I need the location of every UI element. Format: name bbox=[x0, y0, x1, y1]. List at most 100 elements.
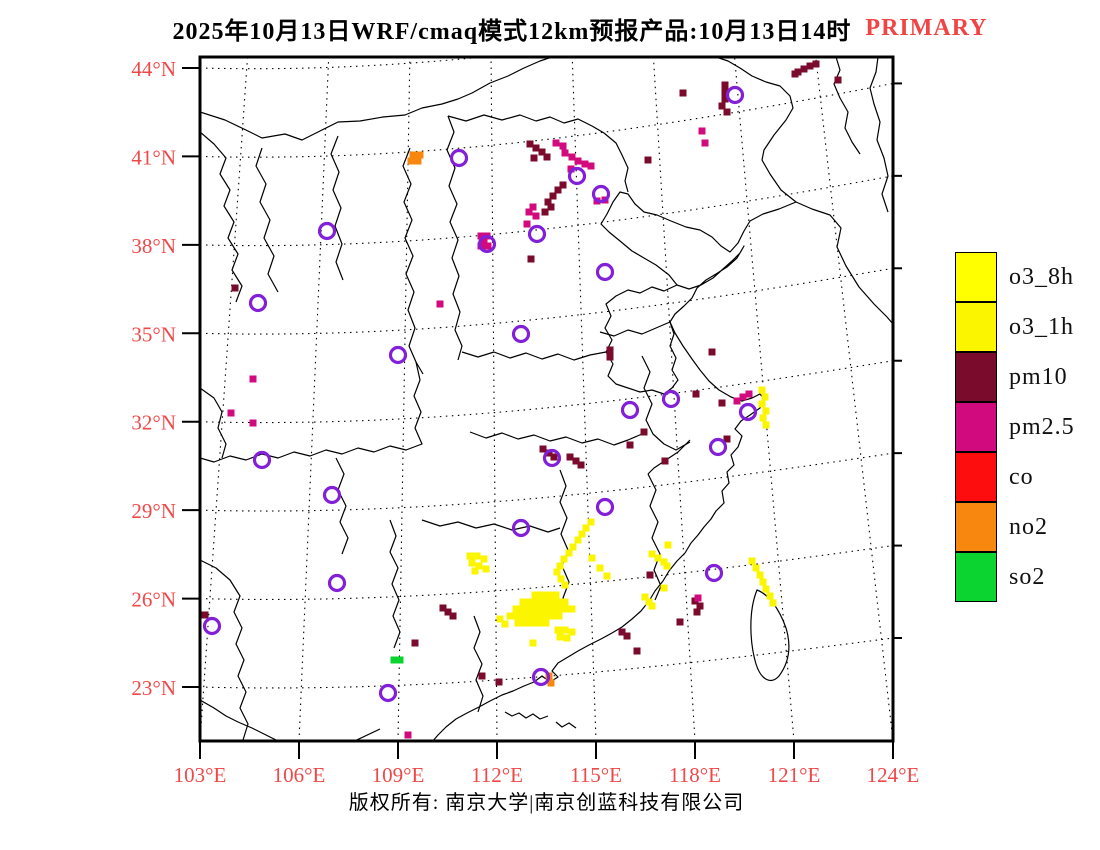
pollutant-cell-o3_1h bbox=[553, 568, 561, 576]
pollutant-cell-o3_1h bbox=[548, 612, 556, 620]
island-taiwan bbox=[750, 589, 790, 681]
station-marker bbox=[388, 345, 408, 365]
pollutant-cell-o3_1h bbox=[752, 564, 760, 572]
pollutant-cells-layer bbox=[201, 60, 842, 739]
station-marker bbox=[327, 573, 347, 593]
pollutant-cell-o3_1h bbox=[526, 598, 534, 606]
border-southwest bbox=[200, 559, 249, 741]
pollutant-cell-o3_1h bbox=[501, 620, 509, 628]
station-marker bbox=[738, 402, 758, 422]
pollutant-cell-pm10 bbox=[201, 611, 209, 619]
pollutant-cell-o3_1h bbox=[545, 591, 553, 599]
pollutant-cell-o3_1h bbox=[762, 585, 770, 593]
pollutant-cell-pm10 bbox=[554, 186, 562, 194]
axis-ticks: 44°N 41°N 38°N 35°N 32°N 29°N 26°N 23°N 103°E 106… bbox=[131, 57, 919, 787]
lat-tick-label: 23°N bbox=[131, 676, 176, 700]
station-marker bbox=[620, 400, 640, 420]
pollutant-cell-no2 bbox=[409, 151, 417, 159]
legend-label: o3_1h bbox=[1009, 313, 1074, 340]
pollutant-cell-o3_1h bbox=[534, 612, 542, 620]
border-nw1 bbox=[200, 131, 243, 303]
pollutant-cell-o3_1h bbox=[531, 591, 539, 599]
pollutant-cell-pm10 bbox=[623, 632, 631, 640]
border-guangxi-guangdong bbox=[473, 615, 484, 713]
pollutant-cell-o3_1h bbox=[561, 581, 569, 589]
pollutant-cell-pm10 bbox=[661, 457, 669, 465]
legend-label: co bbox=[1009, 463, 1034, 490]
page-title: 2025年10月13日WRF/cmaq模式12km预报产品:10月13日14时 … bbox=[30, 10, 1100, 46]
coastline-bohai-shandong-jiangsu bbox=[600, 191, 797, 402]
pollutant-cell-pm10 bbox=[550, 453, 558, 461]
lat-tick-label: 41°N bbox=[131, 145, 176, 169]
border-chongqing bbox=[335, 457, 349, 555]
pollutant-cell-pm10 bbox=[676, 618, 684, 626]
pollutant-cell-pm2.5 bbox=[480, 237, 488, 245]
pollutant-cell-pm10 bbox=[577, 461, 585, 469]
pollutant-cell-o3_1h bbox=[561, 598, 569, 606]
pollutant-cell-o3_1h bbox=[569, 543, 577, 551]
pollutant-cell-o3_1h bbox=[568, 605, 576, 613]
pollutant-cell-o3_1h bbox=[519, 598, 527, 606]
pollutant-cell-o3_1h bbox=[557, 575, 565, 583]
lat-tick-label: 26°N bbox=[131, 588, 176, 612]
pollutant-cell-o3_1h bbox=[547, 598, 555, 606]
pollutant-cell-pm10 bbox=[834, 76, 842, 84]
pollutant-cell-o3_1h bbox=[554, 598, 562, 606]
pollutant-cell-o3_1h bbox=[560, 555, 568, 563]
pollutant-cell-o3_1h bbox=[552, 591, 560, 599]
pollutant-cell-pm10 bbox=[541, 208, 549, 216]
station-marker bbox=[708, 437, 728, 457]
pollutant-cell-pm2.5 bbox=[733, 397, 741, 405]
pollutant-cell-pm10 bbox=[549, 192, 557, 200]
pollutant-cell-o3_1h bbox=[648, 602, 656, 610]
station-marker bbox=[511, 324, 531, 344]
station-marker bbox=[704, 563, 724, 583]
pollutant-cell-pm2.5 bbox=[552, 139, 560, 147]
border-neimeng-shaanxi bbox=[330, 135, 344, 281]
pollutant-cell-o3_1h bbox=[587, 518, 595, 526]
pollutant-cell-pm2.5 bbox=[525, 208, 533, 216]
pollutant-cell-pm2.5 bbox=[404, 731, 412, 739]
lat-tick-label: 44°N bbox=[131, 57, 176, 81]
pollutant-cell-pm10 bbox=[679, 89, 687, 97]
pollutant-cell-pm10 bbox=[606, 353, 614, 361]
legend-item-o3_8h: o3_8h bbox=[955, 251, 1100, 302]
graticule-grid bbox=[200, 57, 893, 741]
pollutant-cell-o3_1h bbox=[514, 619, 522, 627]
pollutant-cell-o3_1h bbox=[468, 559, 476, 567]
pollutant-cell-pm10 bbox=[696, 602, 704, 610]
pollutant-cell-pm10 bbox=[693, 608, 701, 616]
pollutant-cell-pm2.5 bbox=[587, 162, 595, 170]
pollutant-cell-o3_1h bbox=[769, 599, 777, 607]
pollutant-cell-pm10 bbox=[231, 284, 239, 292]
pollutant-cell-o3_1h bbox=[533, 598, 541, 606]
pollutant-cell-o3_1h bbox=[758, 386, 766, 394]
pollutant-cell-o3_1h bbox=[542, 619, 550, 627]
pollutant-cell-no2 bbox=[407, 157, 415, 165]
border-vietnam-coast bbox=[200, 699, 277, 741]
pollutant-cell-pm2.5 bbox=[698, 127, 706, 135]
pollutant-cell-o3_1h bbox=[578, 530, 586, 538]
border-ne3 bbox=[869, 57, 889, 213]
pollutant-cell-o3_1h bbox=[663, 562, 671, 570]
pollutant-cell-pm2.5 bbox=[249, 419, 257, 427]
pollutant-cell-pm10 bbox=[723, 108, 731, 116]
legend-item-o3_1h: o3_1h bbox=[955, 301, 1100, 352]
pollutant-cell-o3_1h bbox=[541, 612, 549, 620]
legend-label: pm10 bbox=[1009, 363, 1068, 390]
pollutant-cell-o3_1h bbox=[540, 598, 548, 606]
lon-tick-label: 106°E bbox=[273, 763, 326, 787]
pollutant-cell-so2 bbox=[390, 656, 398, 664]
border-henan-south bbox=[469, 431, 643, 446]
pollutant-cell-o3_1h bbox=[664, 541, 672, 549]
pollutant-cell-pm10 bbox=[538, 148, 546, 156]
pollutant-cell-pm10 bbox=[618, 628, 626, 636]
lat-tick-label: 29°N bbox=[131, 499, 176, 523]
border-jiangsu-north bbox=[599, 321, 671, 337]
geography-boundaries bbox=[200, 57, 893, 741]
coast-strait-line bbox=[353, 728, 381, 741]
pollutant-cell-pm10 bbox=[718, 102, 726, 110]
pollutant-cell-o3_1h bbox=[473, 552, 481, 560]
pollutant-cell-o3_1h bbox=[568, 628, 576, 636]
pollutant-cell-pm2.5 bbox=[523, 220, 531, 228]
